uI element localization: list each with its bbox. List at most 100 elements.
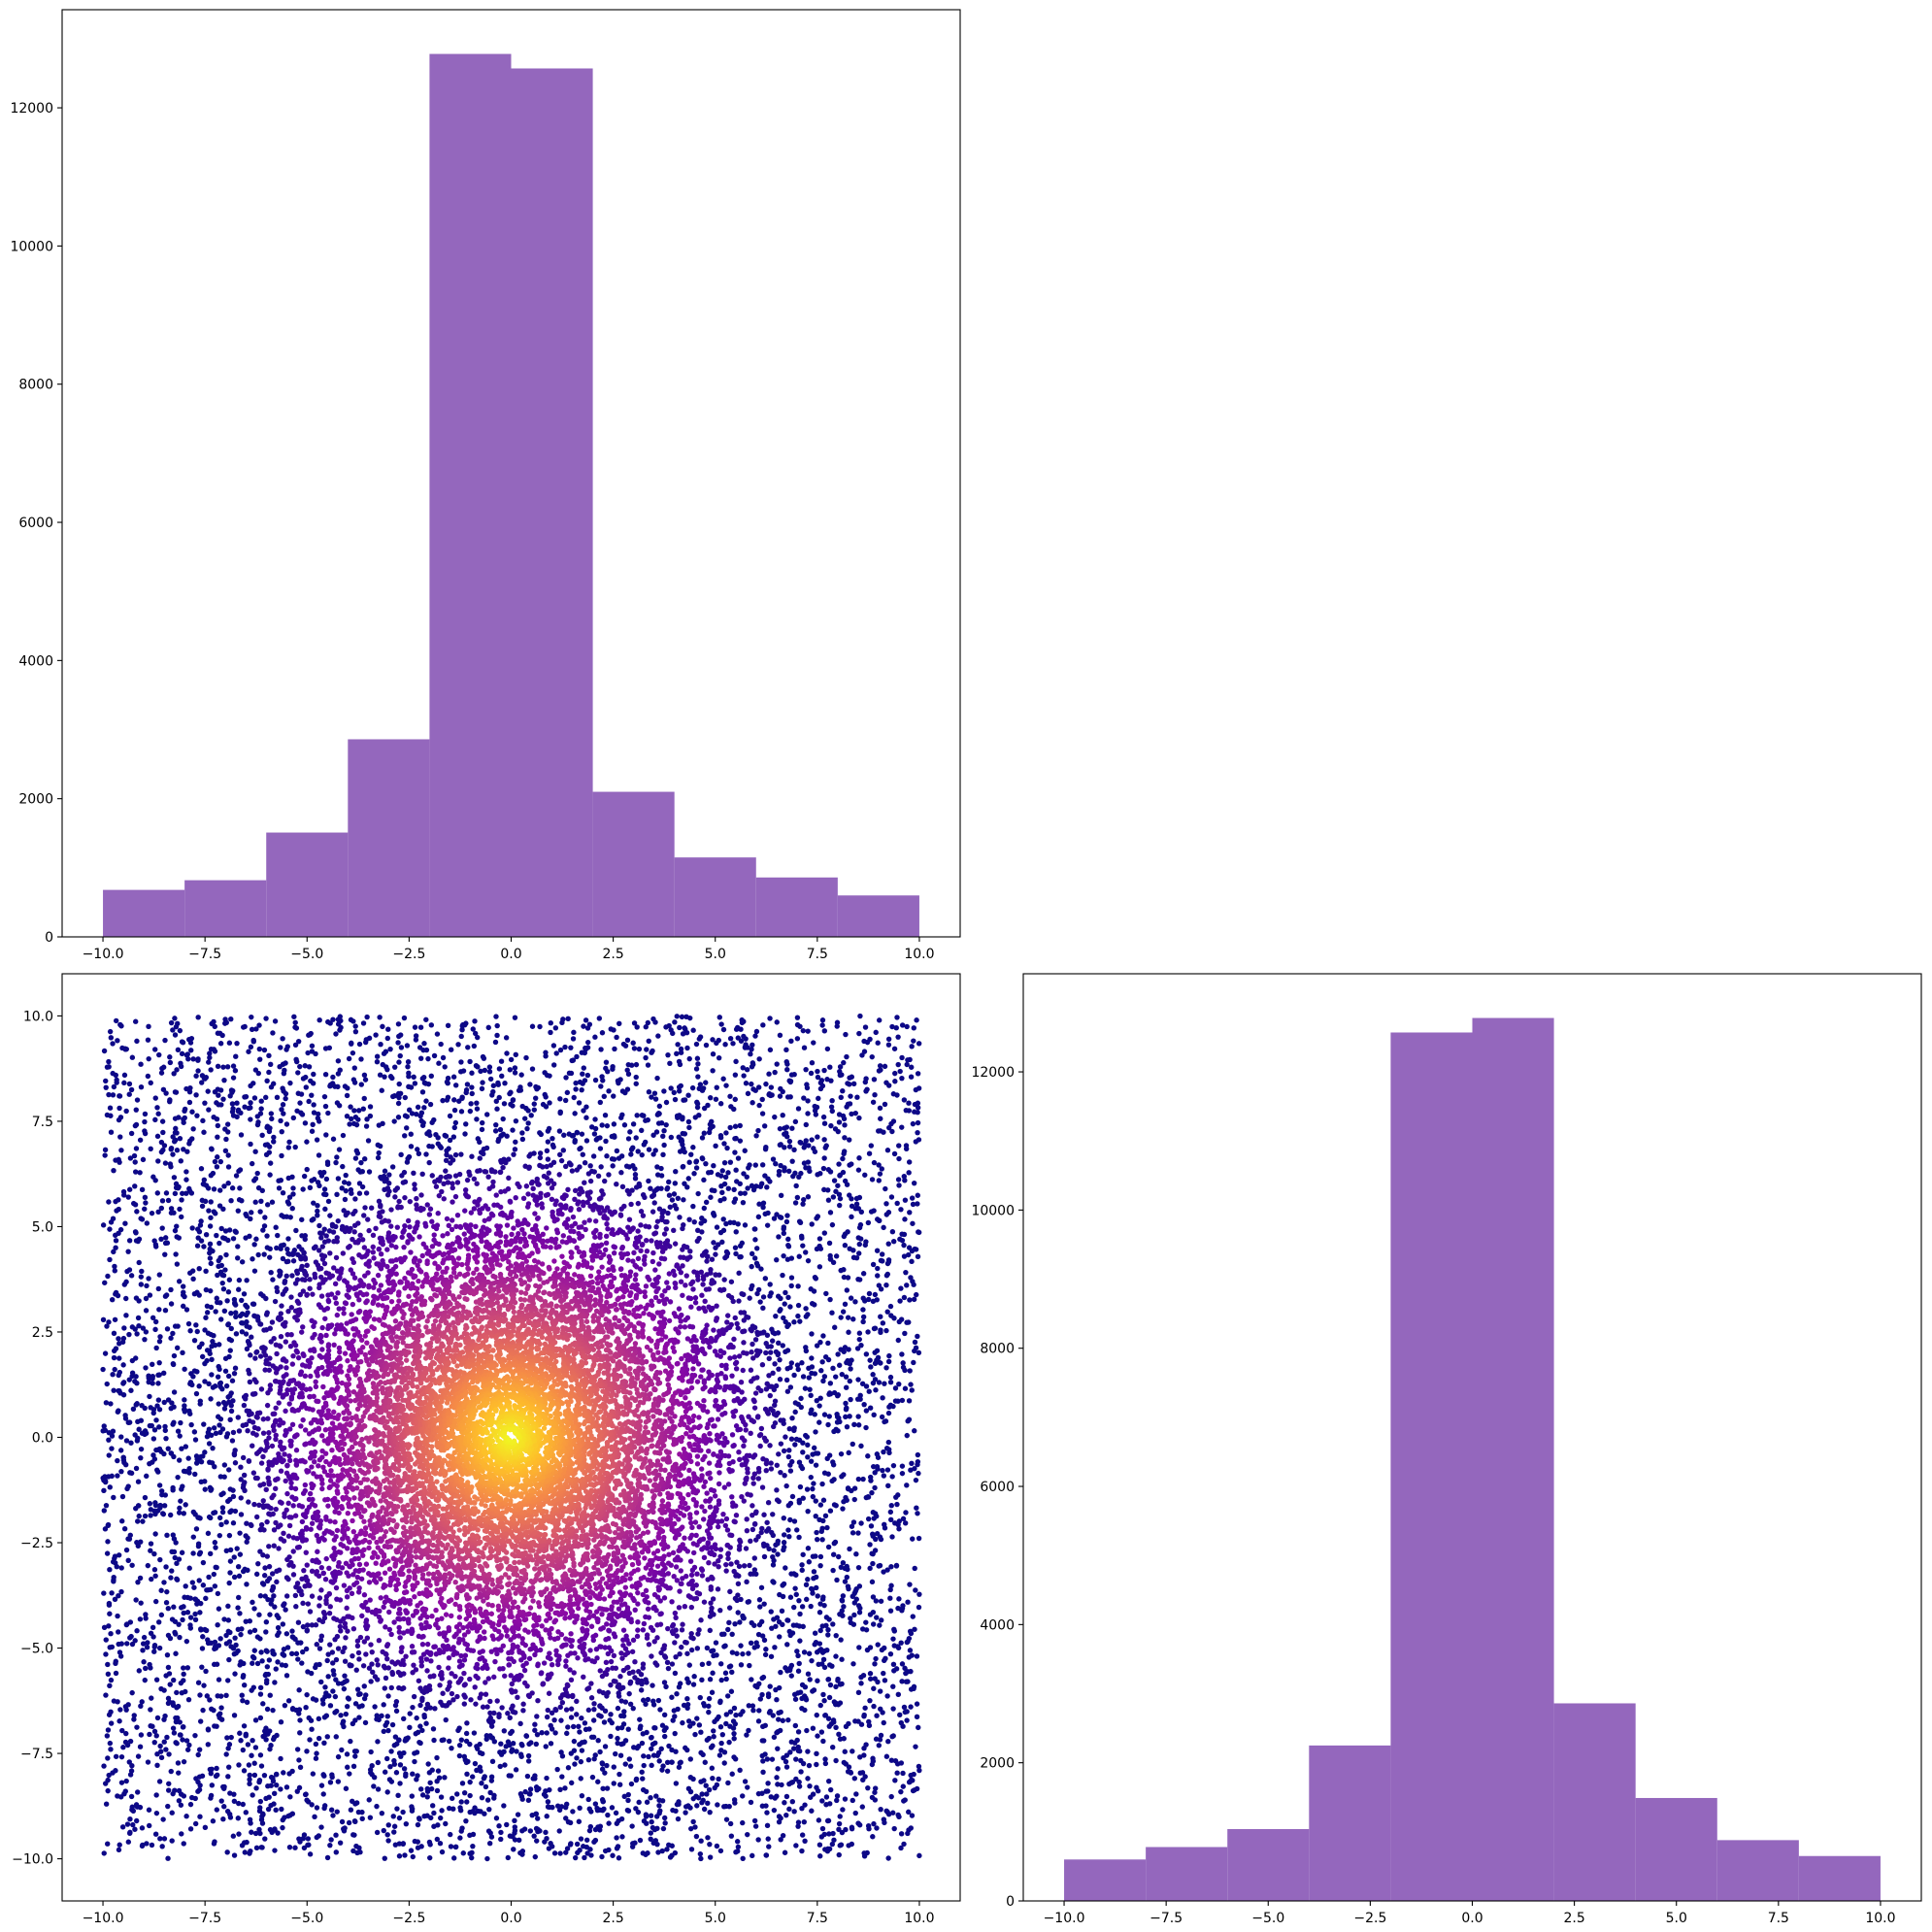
scatter-point (816, 1842, 823, 1848)
scatter-point (914, 1653, 920, 1659)
scatter-point (856, 1645, 862, 1650)
scatter-point (335, 1058, 342, 1064)
scatter-point (800, 1374, 807, 1380)
scatter-point (196, 1578, 202, 1583)
scatter-point (882, 1063, 888, 1070)
scatter-point (701, 1700, 707, 1707)
scatter-point (762, 1211, 768, 1217)
scatter-point (215, 1622, 220, 1628)
scatter-point (659, 1848, 665, 1854)
scatter-point (852, 1110, 858, 1116)
scatter-point (718, 1748, 724, 1753)
scatter-point (756, 1597, 763, 1603)
scatter-point (810, 1451, 816, 1457)
scatter-point (786, 1806, 792, 1813)
scatter-point (731, 1106, 737, 1113)
scatter-point (550, 1062, 557, 1068)
scatter-point (190, 1056, 196, 1062)
scatter-point (855, 1603, 862, 1609)
scatter-point (836, 1553, 842, 1560)
scatter-point (197, 1401, 203, 1407)
scatter-point (627, 1129, 633, 1135)
scatter-point (672, 1019, 678, 1025)
scatter-point (781, 1515, 786, 1521)
scatter-point (553, 1050, 559, 1056)
scatter-point (149, 1842, 155, 1849)
scatter-point (569, 1057, 575, 1064)
scatter-point (870, 1621, 877, 1627)
scatter-point (777, 1308, 783, 1314)
scatter-point (725, 1185, 732, 1191)
scatter-point (706, 1709, 712, 1715)
scatter-point (830, 1745, 836, 1750)
scatter-point (578, 1776, 583, 1782)
scatter-point (375, 1759, 382, 1766)
scatter-point (512, 1070, 518, 1076)
scatter-point (529, 1066, 536, 1072)
scatter-point (311, 1216, 316, 1222)
scatter-point (822, 1756, 828, 1762)
scatter-point (213, 1430, 219, 1437)
scatter-point (498, 1058, 505, 1064)
scatter-point (307, 1851, 314, 1857)
scatter-point (168, 1019, 175, 1026)
scatter-point (211, 1332, 217, 1339)
scatter-point (352, 1028, 359, 1035)
scatter-point (749, 1042, 755, 1049)
scatter-point (738, 1190, 744, 1196)
scatter-point (467, 1058, 473, 1065)
scatter-point (884, 1260, 891, 1267)
scatter-point (654, 1075, 660, 1082)
scatter-point (231, 1554, 237, 1560)
scatter-point (895, 1034, 901, 1040)
scatter-point (241, 1723, 248, 1729)
scatter-point (888, 1120, 894, 1127)
scatter-point (482, 1774, 487, 1780)
scatter-point (729, 1669, 735, 1676)
scatter-point (144, 1282, 150, 1289)
scatter-point (768, 1609, 774, 1615)
scatter-point (710, 1776, 716, 1782)
scatter-point (823, 1615, 830, 1620)
scatter-point (785, 1716, 791, 1723)
scatter-point (227, 1570, 233, 1576)
scatter-point (622, 1738, 629, 1744)
scatter-point (250, 1792, 255, 1798)
scatter-point (699, 1661, 706, 1667)
scatter-point (101, 1763, 107, 1769)
scatter-point (746, 1650, 751, 1656)
scatter-point (844, 1053, 849, 1060)
scatter-point (348, 1738, 353, 1745)
scatter-point (809, 1585, 815, 1592)
scatter-point (116, 1847, 122, 1853)
scatter-point (803, 1582, 810, 1587)
scatter-point (219, 1280, 225, 1286)
scatter-point (912, 1109, 917, 1115)
scatter-point (138, 1282, 145, 1287)
scatter-point (903, 1510, 909, 1516)
scatter-point (123, 1438, 130, 1444)
scatter-point (261, 1251, 267, 1257)
scatter-point (181, 1723, 186, 1730)
scatter-point (760, 1022, 766, 1028)
scatter-point (112, 1263, 117, 1270)
scatter-point (878, 1116, 883, 1121)
scatter-point (137, 1804, 144, 1811)
scatter-point (278, 1786, 283, 1792)
scatter-point (774, 1019, 780, 1025)
scatter-point (734, 1650, 740, 1656)
scatter-point (449, 1745, 454, 1751)
scatter-point (846, 1329, 851, 1335)
scatter-point (557, 1096, 563, 1102)
scatter-point (324, 1854, 331, 1861)
scatter-point (290, 1185, 296, 1191)
scatter-point (238, 1631, 244, 1638)
scatter-point (878, 1257, 884, 1264)
scatter-point (882, 1381, 887, 1386)
scatter-point (695, 1074, 701, 1080)
scatter-point (323, 1132, 329, 1138)
scatter-point (130, 1808, 137, 1815)
scatter-point (780, 1717, 785, 1723)
scatter-point (820, 1333, 826, 1339)
scatter-point (367, 1767, 374, 1773)
